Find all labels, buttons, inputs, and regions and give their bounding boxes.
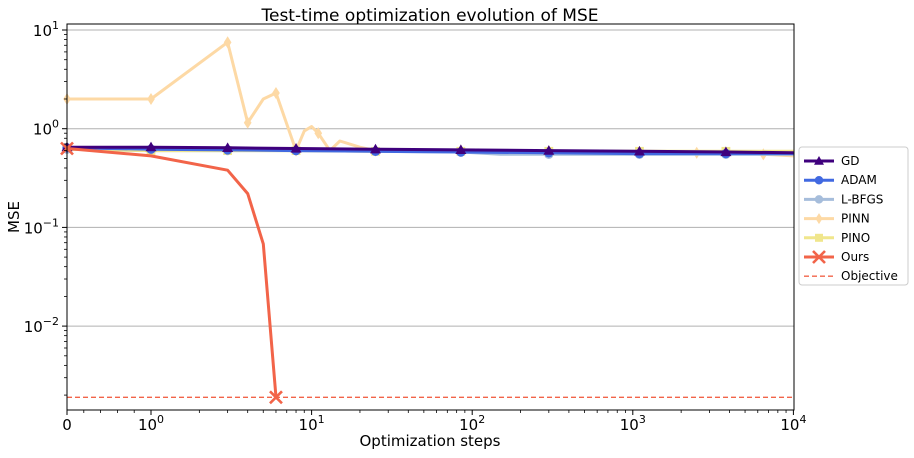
data-point-ours [269,390,283,405]
data-point-pinn [223,36,232,49]
x-axis-label: Optimization steps [360,432,501,450]
legend-item-pino: PINO [804,231,870,245]
legend-label: PINO [841,231,870,245]
legend-label: Ours [841,250,869,264]
data-point-gd [543,145,555,155]
y-tick-label: 10−1 [24,216,59,237]
legend-marker [812,250,826,264]
x-tick-label: 101 [299,413,325,434]
data-point-gd [222,142,234,152]
series-gd [61,141,794,157]
legend-marker [814,175,824,185]
series-line-adam [66,146,794,156]
series-line-gd [67,145,794,155]
legend-marker [815,233,823,242]
legend-label: GD [841,154,860,168]
data-point-gd [633,145,645,156]
y-axis-ticks: 101 100 10−1 10−2 [24,19,67,396]
legend-item-objective: Objective [804,269,898,283]
grid-lines [67,29,794,327]
legend-item-adam: ADAM [804,173,877,187]
chart-title: Test-time optimization evolution of MSE [261,6,599,26]
y-axis-label: MSE [5,201,23,233]
x-tick-label: 102 [459,413,485,434]
data-point-gd [455,144,467,155]
series-pinn [63,36,794,161]
series-line-ours [66,147,278,398]
y-tick-label: 100 [33,118,59,139]
legend-label: PINN [841,212,870,226]
x-tick-label: 103 [620,413,646,434]
x-axis-ticks: 0 100 101 102 103 104 [62,410,806,434]
legend-marker [814,195,824,204]
legend-item-l-bfgs: L-BFGS [804,192,883,206]
legend-label: ADAM [841,173,877,187]
series-layer [60,36,794,405]
legend-item-gd: GD [804,154,860,168]
data-point-pinn [243,116,252,129]
x-tick-label: 104 [780,413,806,434]
x-tick-label: 100 [138,413,164,434]
data-point-gd [370,143,382,154]
y-tick-label: 101 [33,19,59,40]
x-tick-label: 0 [62,416,72,434]
plot-frame [66,23,795,411]
data-point-pinn [147,92,155,106]
series-line-pinn [67,40,794,158]
series-ours [60,141,283,405]
legend-marker [814,156,824,165]
data-point-gd [720,146,732,157]
data-point-gd [145,141,157,152]
data-point-pinn [314,127,323,140]
legend-item-ours: Ours [804,250,869,264]
y-tick-label: 10−2 [24,315,59,336]
data-point-gd [290,143,302,153]
legend-label: L-BFGS [841,192,883,206]
data-point-pinn [272,86,280,100]
legend: GD ADAM L-BFGS PINN PINO Ours Objective [798,146,909,286]
legend-marker [815,213,823,225]
legend-item-pinn: PINN [804,212,870,226]
legend-label: Objective [841,269,898,283]
